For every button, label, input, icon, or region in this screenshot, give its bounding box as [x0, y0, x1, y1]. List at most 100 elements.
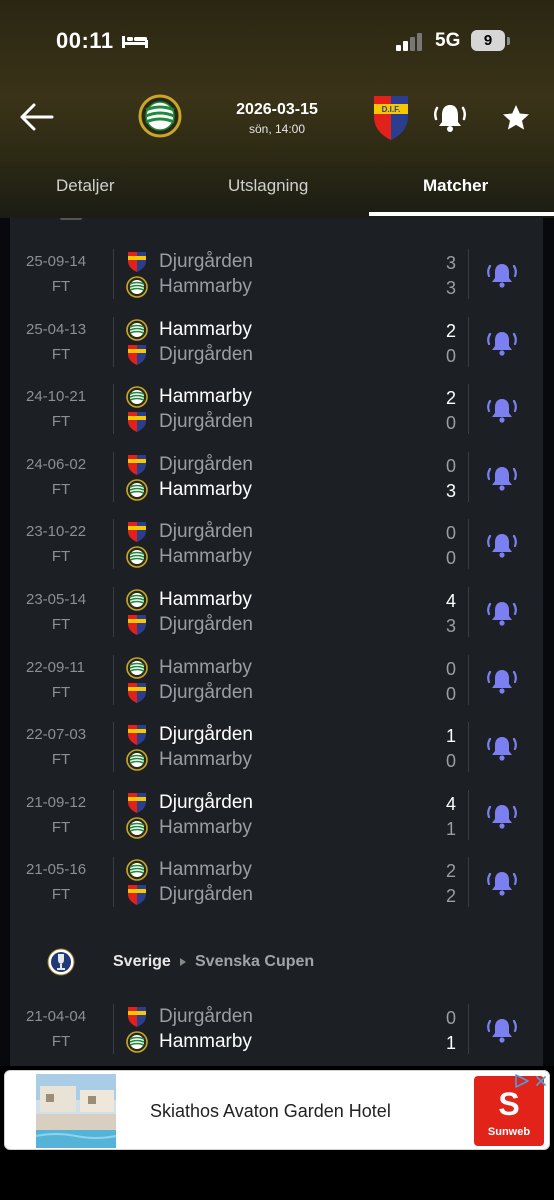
away-score: 1: [445, 1033, 456, 1053]
away-score: 1: [445, 819, 456, 839]
divider: [468, 317, 469, 367]
match-notification-bell-icon[interactable]: [486, 800, 518, 832]
match-date: 22-09-11: [26, 659, 85, 676]
djurgarden-logo: [126, 251, 148, 273]
away-team: Djurgården: [126, 614, 426, 636]
home-team: Djurgården: [126, 251, 426, 273]
divider: [468, 655, 469, 705]
match-row[interactable]: 21-04-04 FT Djurgården Hammarby 0 1: [10, 1004, 543, 1060]
away-team: Hammarby: [126, 546, 426, 568]
match-row[interactable]: 25-09-14 FT Djurgården Hammarby 3 3: [10, 249, 543, 305]
ad-container[interactable]: Skiathos Avaton Garden Hotel S Sunweb: [4, 1070, 550, 1150]
away-score: 2: [445, 886, 456, 906]
ad-headline[interactable]: Skiathos Avaton Garden Hotel: [150, 1101, 391, 1121]
home-team-name: Djurgården: [159, 251, 253, 272]
divider: [113, 317, 114, 367]
sunweb-logo[interactable]: S Sunweb: [474, 1076, 544, 1146]
ad-banner[interactable]: Skiathos Avaton Garden Hotel S Sunweb: [0, 1066, 554, 1154]
away-team: Hammarby: [126, 749, 426, 771]
match-date: 21-09-12: [26, 794, 87, 811]
bottom-safe-area: [0, 1154, 554, 1200]
djurgarden-logo[interactable]: D.I.F.: [372, 94, 410, 142]
match-row[interactable]: 23-10-22 FT Djurgården Hammarby 0 0: [10, 519, 543, 575]
away-team-name: Djurgården: [159, 614, 253, 635]
match-status: FT: [51, 548, 71, 565]
ad-close-icon[interactable]: [534, 1074, 548, 1088]
away-team: Djurgården: [126, 884, 426, 906]
djurgarden-logo: [126, 724, 148, 746]
divider: [113, 722, 114, 772]
match-row[interactable]: 24-10-21 FT Hammarby Djurgården 2 0: [10, 384, 543, 440]
match-notification-bell-icon[interactable]: [486, 732, 518, 764]
djurgarden-logo: [126, 521, 148, 543]
ad-choices-icon[interactable]: [514, 1074, 530, 1088]
tab-detaljer[interactable]: Detaljer: [56, 176, 115, 195]
home-score: 4: [445, 591, 456, 611]
hammarby-logo[interactable]: [138, 94, 182, 138]
home-team-name: Djurgården: [159, 454, 253, 475]
competition-header[interactable]: Sverige Svenska Cupen: [10, 938, 543, 988]
match-notification-bell-icon[interactable]: [486, 665, 518, 697]
back-arrow-icon[interactable]: [18, 100, 56, 134]
match-notification-bell-icon[interactable]: [486, 259, 518, 291]
match-notification-bell-icon[interactable]: [486, 597, 518, 629]
battery-tip: [507, 37, 510, 45]
match-row[interactable]: 25-04-13 FT Hammarby Djurgården 2 0: [10, 317, 543, 373]
tab-matcher[interactable]: Matcher: [423, 176, 489, 195]
match-row[interactable]: 24-06-02 FT Djurgården Hammarby 0 3: [10, 452, 543, 508]
home-score: 4: [445, 794, 456, 814]
divider: [468, 587, 469, 637]
sunweb-logo-letter: S: [498, 1086, 520, 1122]
home-team-name: Djurgården: [159, 724, 253, 745]
network-label: 5G: [435, 30, 461, 51]
tab-utslagning[interactable]: Utslagning: [228, 176, 309, 195]
signal-icon: [396, 33, 422, 51]
competition-country: Sverige: [113, 953, 171, 970]
match-status: FT: [51, 684, 71, 701]
home-team: Hammarby: [126, 589, 426, 611]
hammarby-logo: [126, 817, 148, 839]
match-kickoff: sön, 14:00: [248, 122, 306, 136]
match-date: 25-04-13: [26, 321, 87, 338]
match-notification-bell-icon[interactable]: [486, 327, 518, 359]
notification-bell-icon[interactable]: [432, 100, 468, 134]
home-score: 2: [445, 388, 456, 408]
match-status: FT: [51, 346, 71, 363]
match-notification-bell-icon[interactable]: [486, 867, 518, 899]
away-team-name: Djurgården: [159, 682, 253, 703]
home-team: Djurgården: [126, 454, 426, 476]
away-team-name: Hammarby: [159, 546, 252, 567]
match-row[interactable]: 22-07-03 FT Djurgården Hammarby 1 0: [10, 722, 543, 778]
divider: [468, 857, 469, 907]
home-score: 0: [445, 659, 456, 679]
svg-text:D.I.F.: D.I.F.: [382, 105, 401, 114]
sunweb-brand-name: Sunweb: [487, 1126, 531, 1138]
match-row[interactable]: 22-09-11 FT Hammarby Djurgården 0 0: [10, 655, 543, 711]
match-notification-bell-icon[interactable]: [486, 1014, 518, 1046]
match-notification-bell-icon[interactable]: [486, 394, 518, 426]
hammarby-logo: [126, 1031, 148, 1053]
home-team-name: Djurgården: [159, 792, 253, 813]
away-team-name: Djurgården: [159, 344, 253, 365]
match-notification-bell-icon[interactable]: [486, 529, 518, 561]
away-score: 0: [445, 684, 456, 704]
home-team: Hammarby: [126, 319, 426, 341]
favorite-star-icon[interactable]: [500, 102, 532, 134]
away-score: 0: [445, 548, 456, 568]
home-score: 2: [445, 321, 456, 341]
away-team-name: Djurgården: [159, 884, 253, 905]
home-score: 0: [445, 1008, 456, 1028]
match-notification-bell-icon[interactable]: [486, 462, 518, 494]
home-team: Djurgården: [126, 792, 426, 814]
away-team: Hammarby: [126, 817, 426, 839]
match-date: 24-10-21: [26, 388, 87, 405]
divider: [113, 857, 114, 907]
match-row[interactable]: 21-09-12 FT Djurgården Hammarby 4 1: [10, 790, 543, 846]
match-date: 23-05-14: [26, 591, 87, 608]
head-to-head-card: Sverige Svenska Cupen 25-09-14 FT Djurgård…: [10, 218, 543, 1066]
match-date: 21-04-04: [26, 1008, 87, 1025]
djurgarden-logo: [126, 614, 148, 636]
match-row[interactable]: 21-05-16 FT Hammarby Djurgården 2 2: [10, 857, 543, 913]
matches-list[interactable]: Sverige Svenska Cupen 25-09-14 FT Djurgård…: [0, 218, 554, 1066]
match-row[interactable]: 23-05-14 FT Hammarby Djurgården 4 3: [10, 587, 543, 643]
